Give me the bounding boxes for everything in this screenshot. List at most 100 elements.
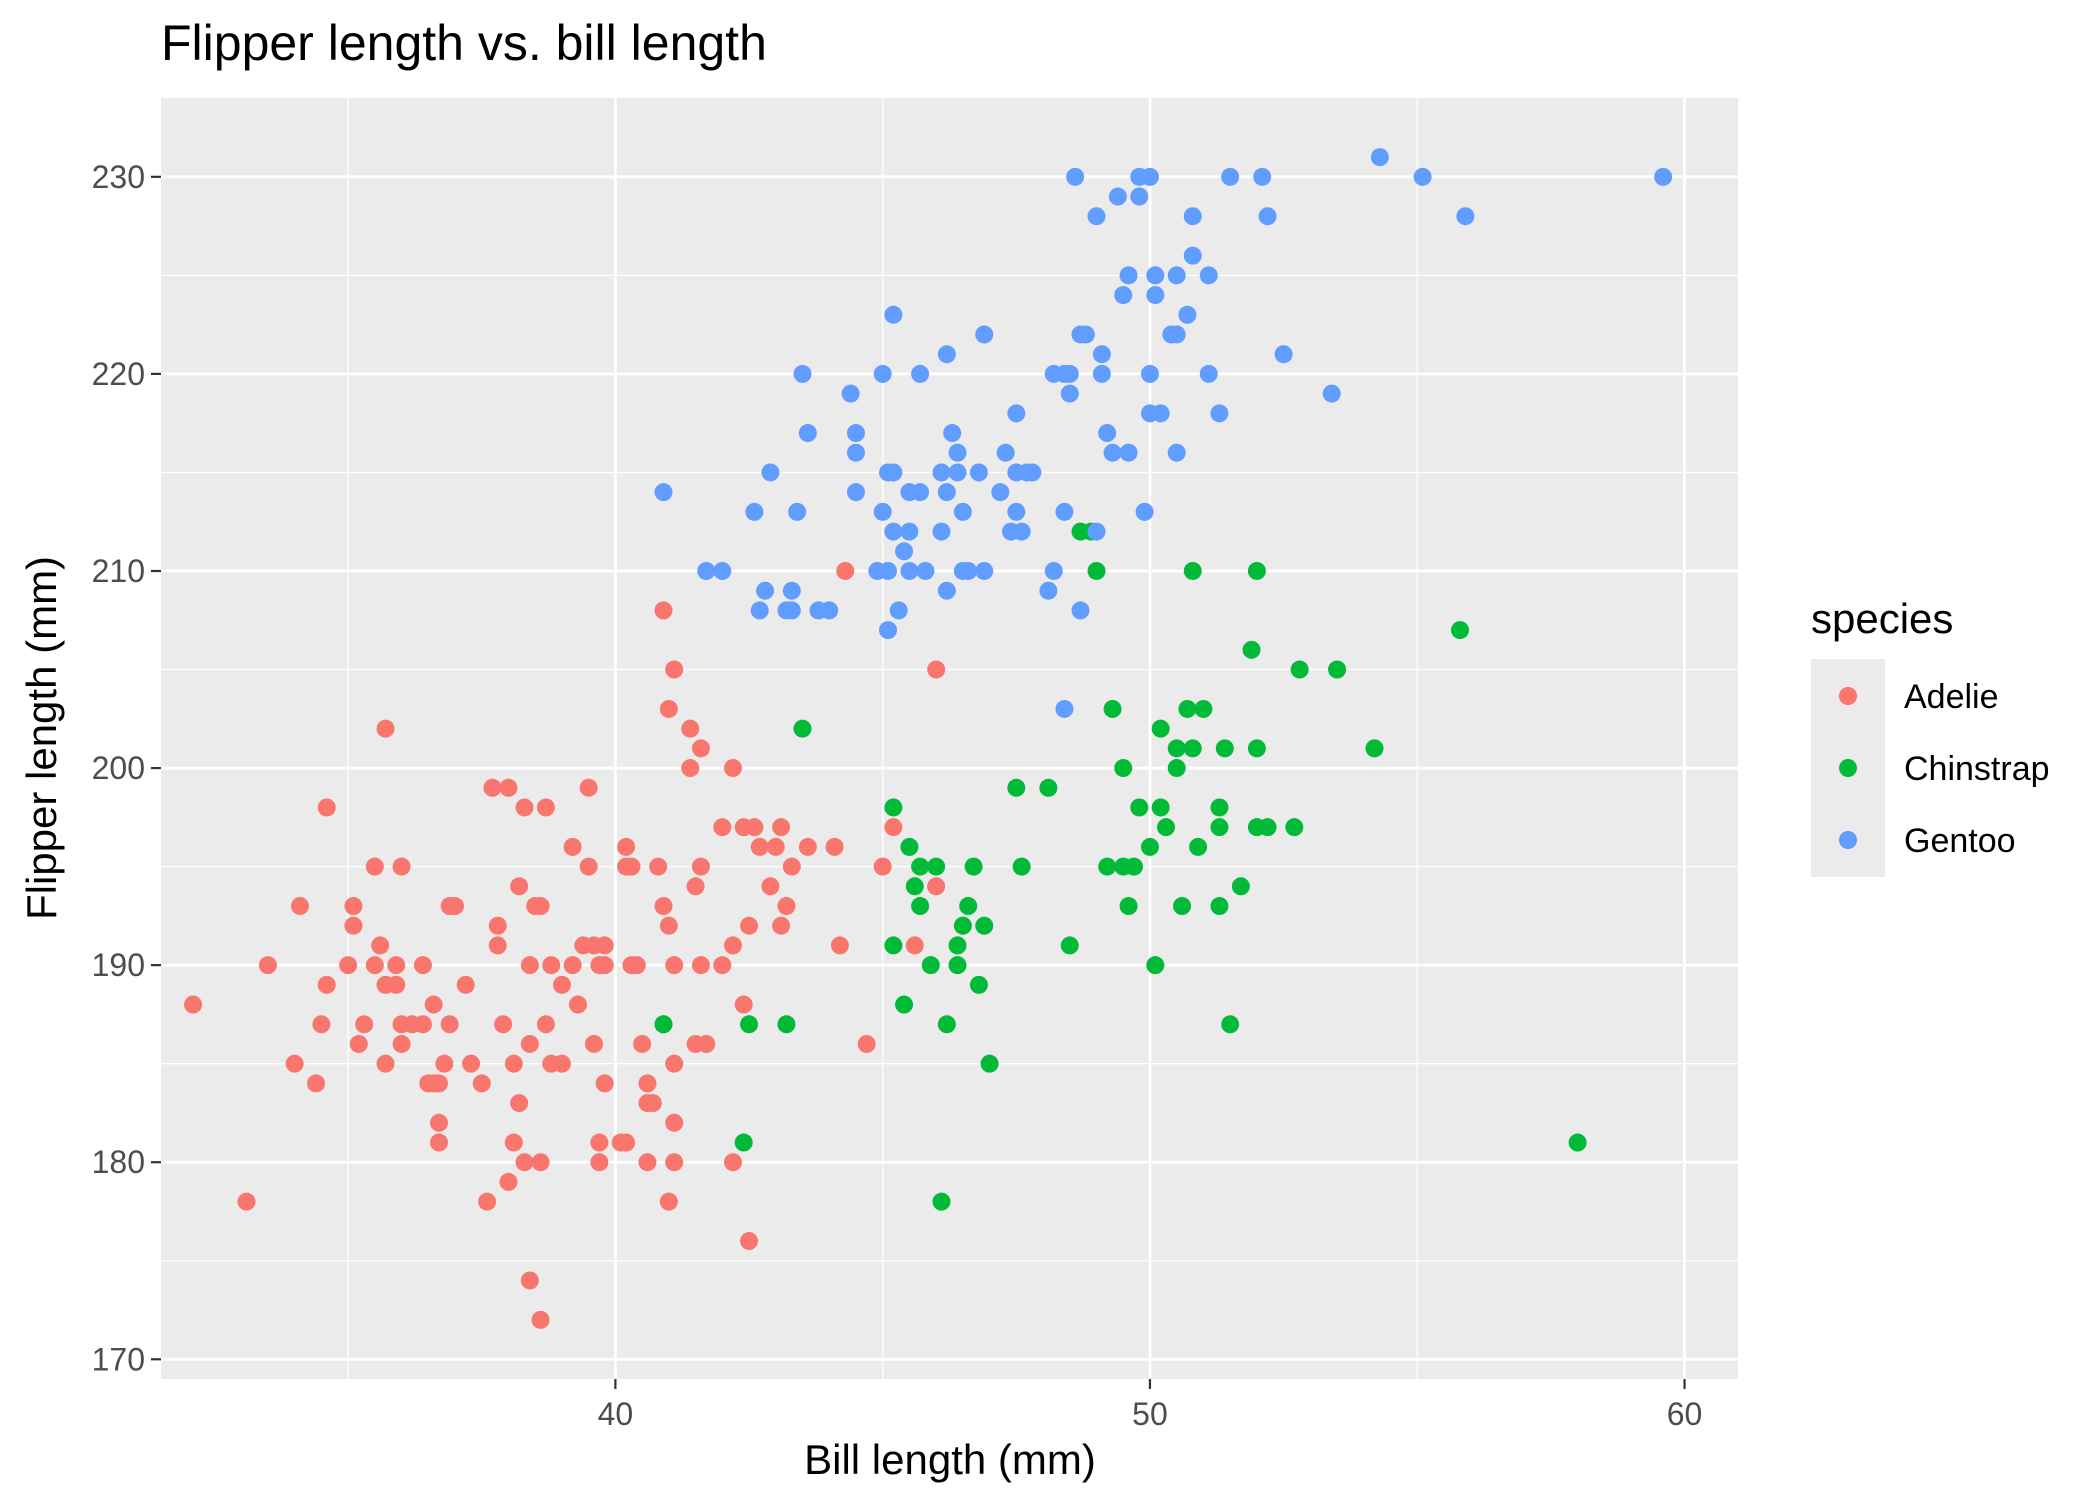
point-gentoo [1119,443,1138,462]
point-gentoo [1413,167,1432,186]
point-chinstrap [980,1054,999,1073]
point-adelie [568,995,587,1014]
point-gentoo [868,561,887,580]
point-adelie [927,660,946,679]
point-adelie [499,778,518,797]
point-gentoo [948,463,967,482]
point-adelie [723,936,742,955]
point-adelie [579,778,598,797]
point-adelie [643,1094,662,1113]
point-gentoo [1007,404,1026,423]
point-adelie [595,1074,614,1093]
point-chinstrap [1194,699,1213,718]
point-gentoo [1258,207,1277,226]
point-adelie [510,877,529,896]
point-chinstrap [1183,739,1202,758]
point-gentoo [793,364,812,383]
point-adelie [520,1271,539,1290]
point-adelie [617,1133,636,1152]
point-chinstrap [1173,897,1192,916]
point-adelie [520,956,539,975]
point-adelie [371,936,390,955]
point-gentoo [948,443,967,462]
point-adelie [691,956,710,975]
point-chinstrap [654,1015,673,1034]
point-chinstrap [777,1015,796,1034]
point-chinstrap [900,837,919,856]
point-adelie [659,916,678,935]
point-chinstrap [895,995,914,1014]
point-gentoo [1039,581,1058,600]
y-axis-title: Flipper length (mm) [18,556,65,920]
point-gentoo [782,601,801,620]
y-tick-label: 190 [92,947,145,983]
point-gentoo [1199,266,1218,285]
point-gentoo [953,502,972,521]
point-adelie [740,1232,759,1251]
point-adelie [429,1074,448,1093]
point-chinstrap [1215,739,1234,758]
point-adelie [344,897,363,916]
point-chinstrap [1210,897,1229,916]
point-gentoo [1654,167,1673,186]
point-gentoo [1167,443,1186,462]
point-gentoo [798,424,817,443]
point-gentoo [1119,266,1138,285]
point-gentoo [895,542,914,561]
point-adelie [836,561,855,580]
point-gentoo [1151,404,1170,423]
point-chinstrap [1365,739,1384,758]
point-chinstrap [948,936,967,955]
point-adelie [376,1054,395,1073]
point-adelie [488,916,507,935]
point-chinstrap [932,1192,951,1211]
point-gentoo [937,581,956,600]
point-chinstrap [734,1133,753,1152]
point-adelie [472,1074,491,1093]
point-adelie [552,975,571,994]
point-adelie [563,837,582,856]
point-adelie [697,1034,716,1053]
point-chinstrap [1130,798,1149,817]
point-gentoo [1012,522,1031,541]
point-gentoo [911,364,930,383]
point-chinstrap [937,1015,956,1034]
point-gentoo [975,325,994,344]
point-gentoo [1274,345,1293,364]
point-gentoo [1060,364,1079,383]
point-adelie [339,956,358,975]
point-adelie [446,897,465,916]
point-adelie [777,897,796,916]
point-adelie [830,936,849,955]
point-gentoo [1183,246,1202,265]
point-chinstrap [1103,699,1122,718]
point-adelie [435,1054,454,1073]
point-adelie [312,1015,331,1034]
point-gentoo [1146,286,1165,305]
legend-key-gentoo [1839,831,1857,849]
point-adelie [665,956,684,975]
point-gentoo [975,561,994,580]
point-adelie [681,719,700,738]
point-adelie [825,837,844,856]
point-gentoo [1130,187,1149,206]
x-tick-label: 60 [1667,1396,1703,1432]
point-gentoo [991,483,1010,502]
point-gentoo [1370,148,1389,167]
point-adelie [691,857,710,876]
point-gentoo [1167,325,1186,344]
point-adelie [488,936,507,955]
point-adelie [873,857,892,876]
point-gentoo [750,601,769,620]
point-adelie [456,975,475,994]
point-gentoo [756,581,775,600]
point-adelie [413,1015,432,1034]
point-adelie [258,956,277,975]
point-adelie [344,916,363,935]
point-gentoo [654,483,673,502]
legend-label-adelie: Adelie [1904,678,1999,716]
point-chinstrap [884,936,903,955]
point-gentoo [900,561,919,580]
point-chinstrap [1140,837,1159,856]
point-adelie [750,837,769,856]
